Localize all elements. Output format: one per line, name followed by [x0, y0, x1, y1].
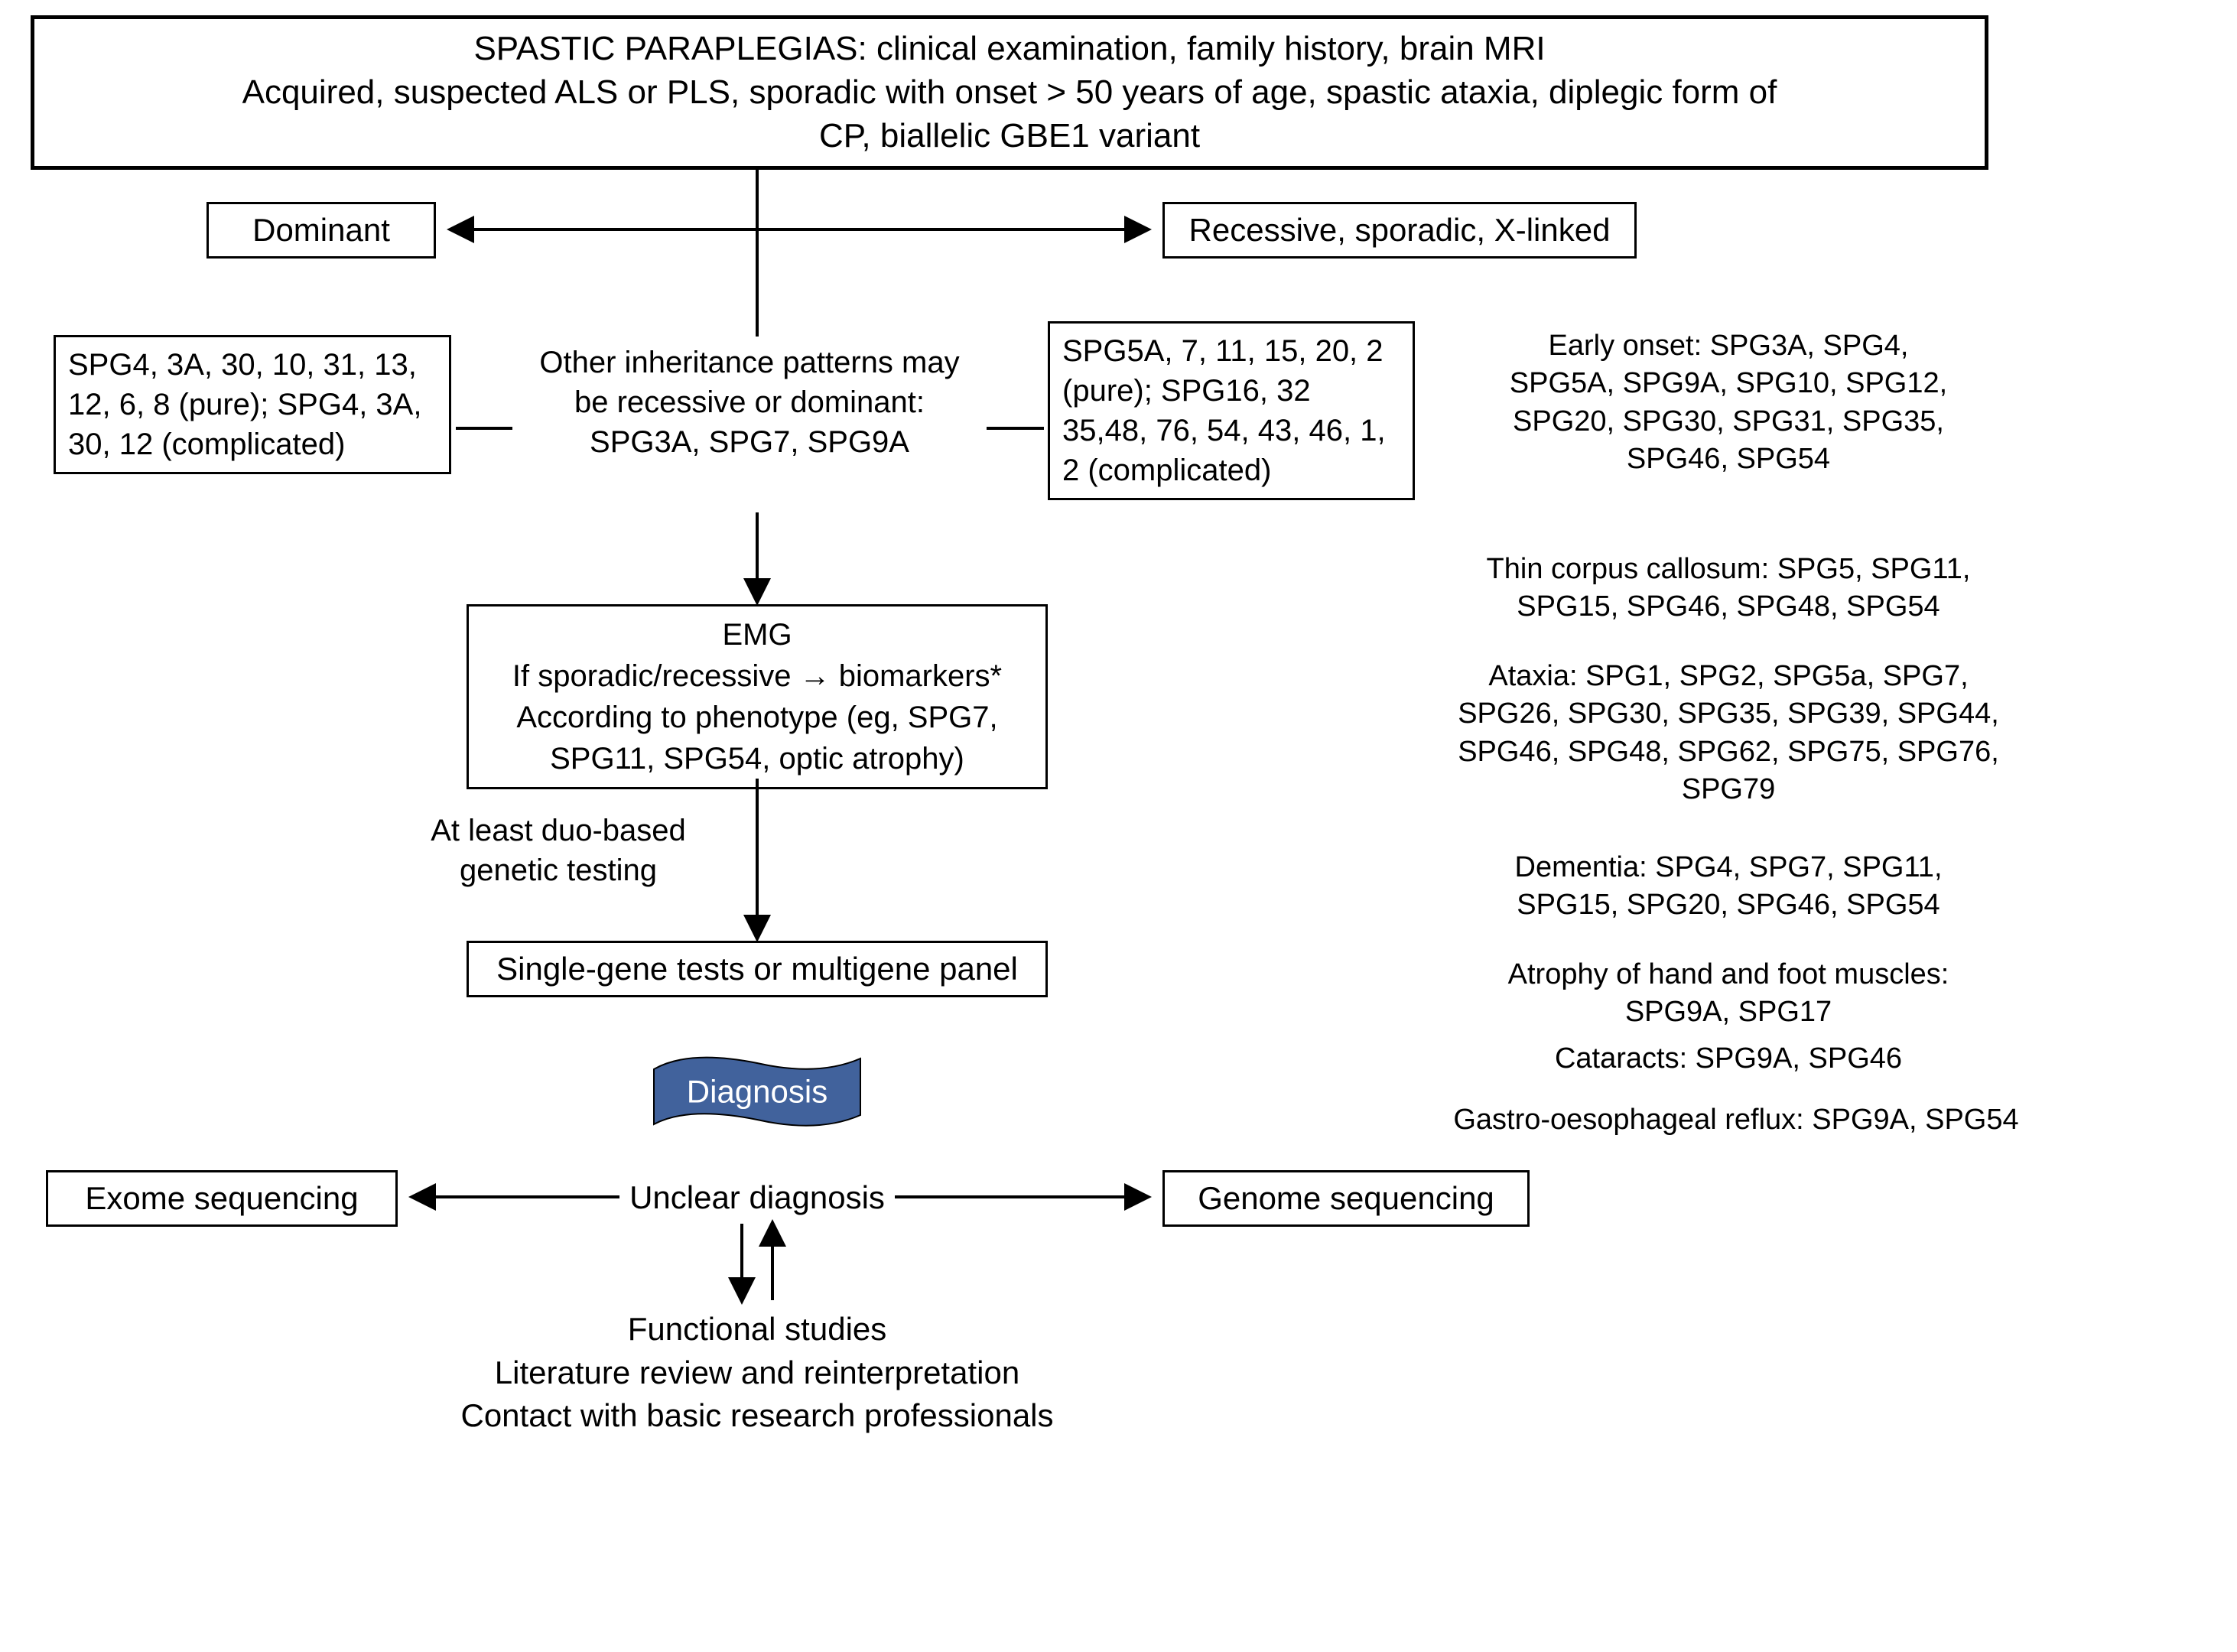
dominant-label: Dominant	[252, 212, 390, 248]
recessive-list-box: SPG5A, 7, 11, 15, 20, 2 (pure); SPG16, 3…	[1048, 321, 1415, 500]
recessive-box: Recessive, sporadic, X-linked	[1162, 202, 1637, 259]
diagnosis-label: Diagnosis	[687, 1073, 827, 1110]
diagnosis-banner: Diagnosis	[650, 1048, 864, 1132]
dominant-box: Dominant	[206, 202, 436, 259]
side-dementia: Dementia: SPG4, SPG7, SPG11, SPG15, SPG2…	[1476, 849, 1981, 925]
genome-box: Genome sequencing	[1162, 1170, 1530, 1227]
recessive-list: SPG5A, 7, 11, 15, 20, 2 (pure); SPG16, 3…	[1062, 334, 1386, 487]
header-line2: Acquired, suspected ALS or PLS, sporadic…	[47, 70, 1972, 114]
side-early: Early onset: SPG3A, SPG4, SPG5A, SPG9A, …	[1484, 327, 1973, 479]
duo-label-text: At least duo-based genetic testing	[405, 811, 711, 890]
single-gene-box: Single-gene tests or multigene panel	[467, 941, 1048, 997]
header-line3: CP, biallelic GBE1 variant	[47, 114, 1972, 158]
exome-box: Exome sequencing	[46, 1170, 398, 1227]
emg-l4: SPG11, SPG54, optic atrophy)	[481, 738, 1033, 779]
bottom-l2: Literature review and reinterpretation	[444, 1351, 1071, 1395]
duo-label: At least duo-based genetic testing	[431, 814, 686, 887]
dominant-list-box: SPG4, 3A, 30, 10, 31, 13, 12, 6, 8 (pure…	[54, 335, 451, 474]
bottom-l1: Functional studies	[444, 1308, 1071, 1351]
recessive-label: Recessive, sporadic, X-linked	[1189, 212, 1611, 248]
exome-label: Exome sequencing	[85, 1180, 358, 1216]
emg-l3: According to phenotype (eg, SPG7,	[481, 697, 1033, 738]
header-box: SPASTIC PARAPLEGIAS: clinical examinatio…	[31, 15, 1988, 170]
other-inheritance-text: Other inheritance patterns may be recess…	[520, 343, 979, 462]
header-line1: SPASTIC PARAPLEGIAS: clinical examinatio…	[47, 27, 1972, 70]
side-ataxia: Ataxia: SPG1, SPG2, SPG5a, SPG7, SPG26, …	[1438, 658, 2019, 809]
emg-l2: If sporadic/recessive → biomarkers*	[481, 655, 1033, 697]
single-gene-label: Single-gene tests or multigene panel	[496, 951, 1018, 987]
side-atrophy: Atrophy of hand and foot muscles: SPG9A,…	[1468, 956, 1988, 1032]
dominant-list: SPG4, 3A, 30, 10, 31, 13, 12, 6, 8 (pure…	[68, 348, 421, 461]
other-inheritance: Other inheritance patterns may be recess…	[539, 346, 959, 459]
side-tcc: Thin corpus callosum: SPG5, SPG11, SPG15…	[1453, 551, 2004, 626]
genome-label: Genome sequencing	[1198, 1180, 1494, 1216]
side-early-t: Early onset: SPG3A, SPG4,	[1484, 327, 1973, 365]
emg-box: EMG If sporadic/recessive → biomarkers* …	[467, 604, 1048, 789]
unclear-label: Unclear diagnosis	[629, 1179, 885, 1215]
unclear-text: Unclear diagnosis	[627, 1178, 887, 1218]
side-early-r: SPG5A, SPG9A, SPG10, SPG12, SPG20, SPG30…	[1484, 365, 1973, 478]
emg-l1: EMG	[481, 614, 1033, 655]
side-cataracts: Cataracts: SPG9A, SPG46	[1514, 1040, 1943, 1078]
bottom-l3: Contact with basic research professional…	[444, 1394, 1071, 1438]
side-gor: Gastro-oesophageal reflux: SPG9A, SPG54	[1453, 1101, 2019, 1139]
bottom-text: Functional studies Literature review and…	[444, 1308, 1071, 1438]
